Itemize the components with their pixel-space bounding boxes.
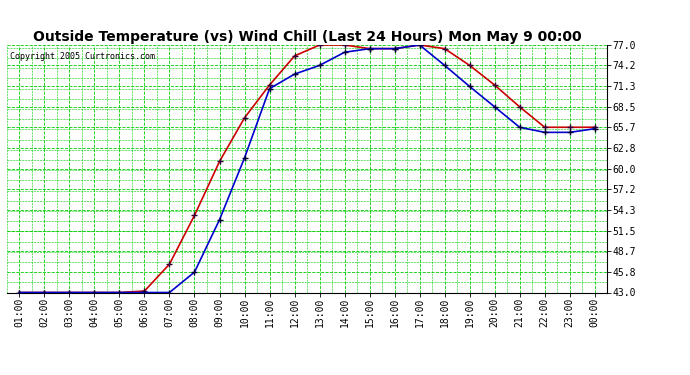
Text: Copyright 2005 Curtronics.com: Copyright 2005 Curtronics.com: [10, 53, 155, 62]
Title: Outside Temperature (vs) Wind Chill (Last 24 Hours) Mon May 9 00:00: Outside Temperature (vs) Wind Chill (Las…: [32, 30, 582, 44]
